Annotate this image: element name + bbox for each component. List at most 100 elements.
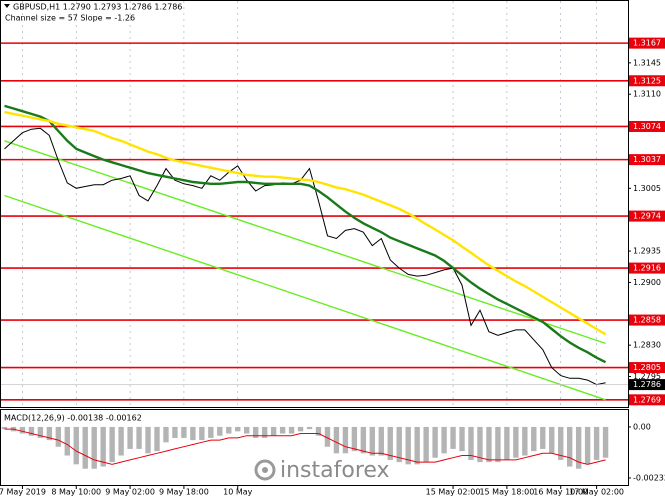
macd-bar [73, 426, 79, 465]
watermark-text: instaforex [280, 458, 390, 483]
macd-bar [217, 426, 223, 436]
title-icon [4, 4, 10, 8]
level-label-bg [629, 262, 665, 274]
macd-bar [360, 426, 367, 454]
macd-bar [504, 426, 510, 460]
macd-bar [459, 426, 465, 452]
macd-bar [261, 426, 268, 438]
macd-bar [342, 426, 349, 454]
chart-subtitle: Channel size = 57 Slope = -1.26 [5, 14, 135, 23]
level-label-bg [629, 314, 665, 326]
level-label: 1.3167 [633, 39, 661, 48]
macd-bar [28, 426, 35, 436]
x-tick-label: 17 May 02:00 [569, 488, 624, 497]
y-tick-label: 1.2795 [633, 372, 661, 381]
macd-bar [19, 426, 26, 434]
macd-bar [297, 426, 304, 432]
macd-bar [468, 426, 474, 460]
watermark-logo [254, 459, 276, 481]
macd-bar [584, 426, 591, 465]
level-label: 1.3125 [633, 76, 661, 85]
macd-bar [486, 426, 492, 463]
macd-bar [145, 426, 151, 454]
moving-average [4, 110, 607, 336]
x-tick-label: 8 May 10:00 [51, 488, 101, 497]
level-label-bg [629, 394, 665, 406]
channel-line [4, 194, 606, 401]
x-tick-label: 10 May [223, 488, 253, 497]
y-tick-label: 1.3005 [633, 184, 661, 193]
macd-bar [270, 426, 277, 436]
y-tick-label: 1.3145 [633, 58, 661, 67]
channel-line [4, 140, 606, 345]
macd-bar [252, 426, 259, 438]
macd-bar [333, 426, 340, 454]
level-label: 1.3037 [633, 155, 661, 164]
macd-bar [396, 426, 402, 463]
macd-bar [549, 426, 555, 454]
signal-line [4, 428, 606, 465]
macd-bar [522, 426, 528, 456]
main-frame [0, 0, 629, 408]
level-label-bg [629, 120, 665, 132]
macd-bar [279, 426, 286, 434]
macd-bar [163, 426, 169, 443]
macd-bar [37, 426, 44, 438]
macd-bar [235, 426, 241, 432]
macd-bar [423, 426, 429, 463]
x-tick-label: 7 May 2019 [0, 488, 46, 497]
chart-title: GBPUSD,H1 1.2790 1.2793 1.2786 1.2786 [13, 3, 182, 12]
macd-bar [46, 426, 53, 441]
macd-bar [593, 426, 600, 460]
level-label-bg [629, 154, 665, 166]
macd-bar [566, 426, 573, 467]
macd-bar [575, 426, 582, 469]
macd-bar [450, 426, 456, 449]
level-label: 1.2974 [633, 212, 661, 221]
last-price-bg [629, 379, 665, 391]
macd-bar [540, 426, 546, 449]
macd-bar [441, 426, 447, 454]
macd-bar [55, 426, 62, 447]
macd-bar [602, 426, 609, 458]
level-label: 1.2858 [633, 316, 661, 325]
macd-bar [378, 426, 384, 456]
macd-bar [477, 426, 483, 463]
macd-bar [531, 426, 537, 452]
y-tick-label: 0.00 [633, 422, 651, 431]
macd-bar [1, 426, 8, 430]
macd-bar [91, 426, 97, 469]
macd-bar [432, 426, 438, 458]
macd-bar [199, 426, 205, 441]
macd-bar [82, 426, 88, 469]
macd-bar [495, 426, 501, 463]
level-label-bg [629, 362, 665, 374]
macd-bar [369, 426, 376, 456]
macd-bar [154, 426, 160, 452]
plot-layer [1, 1, 628, 469]
y-tick-label: 1.2900 [633, 278, 661, 287]
watermark-logo-core [262, 467, 268, 473]
y-tick-label: -0.00232 [633, 473, 665, 482]
macd-bar [190, 426, 196, 441]
x-tick-label: 9 May 18:00 [159, 488, 209, 497]
last-price-label: 1.2786 [633, 380, 661, 389]
macd-bar [136, 426, 142, 449]
macd-bar [118, 426, 124, 456]
level-label: 1.2916 [633, 264, 661, 273]
macd-bar [405, 426, 411, 465]
x-tick-label: 15 May 02:00 [426, 488, 481, 497]
macd-bar [513, 426, 519, 458]
y-tick-label: 1.2830 [633, 341, 661, 350]
macd-bar [558, 426, 564, 460]
macd-bar [172, 426, 178, 438]
macd-bar [226, 426, 232, 434]
macd-bar [181, 426, 187, 438]
x-tick-label: 9 May 02:00 [105, 488, 155, 497]
macd-bar [244, 426, 250, 434]
macd-bar [387, 426, 393, 460]
price-line [4, 127, 606, 386]
level-label: 1.2805 [633, 363, 661, 372]
macd-title: MACD(12,26,9) -0.00138 -0.00162 [4, 414, 142, 423]
